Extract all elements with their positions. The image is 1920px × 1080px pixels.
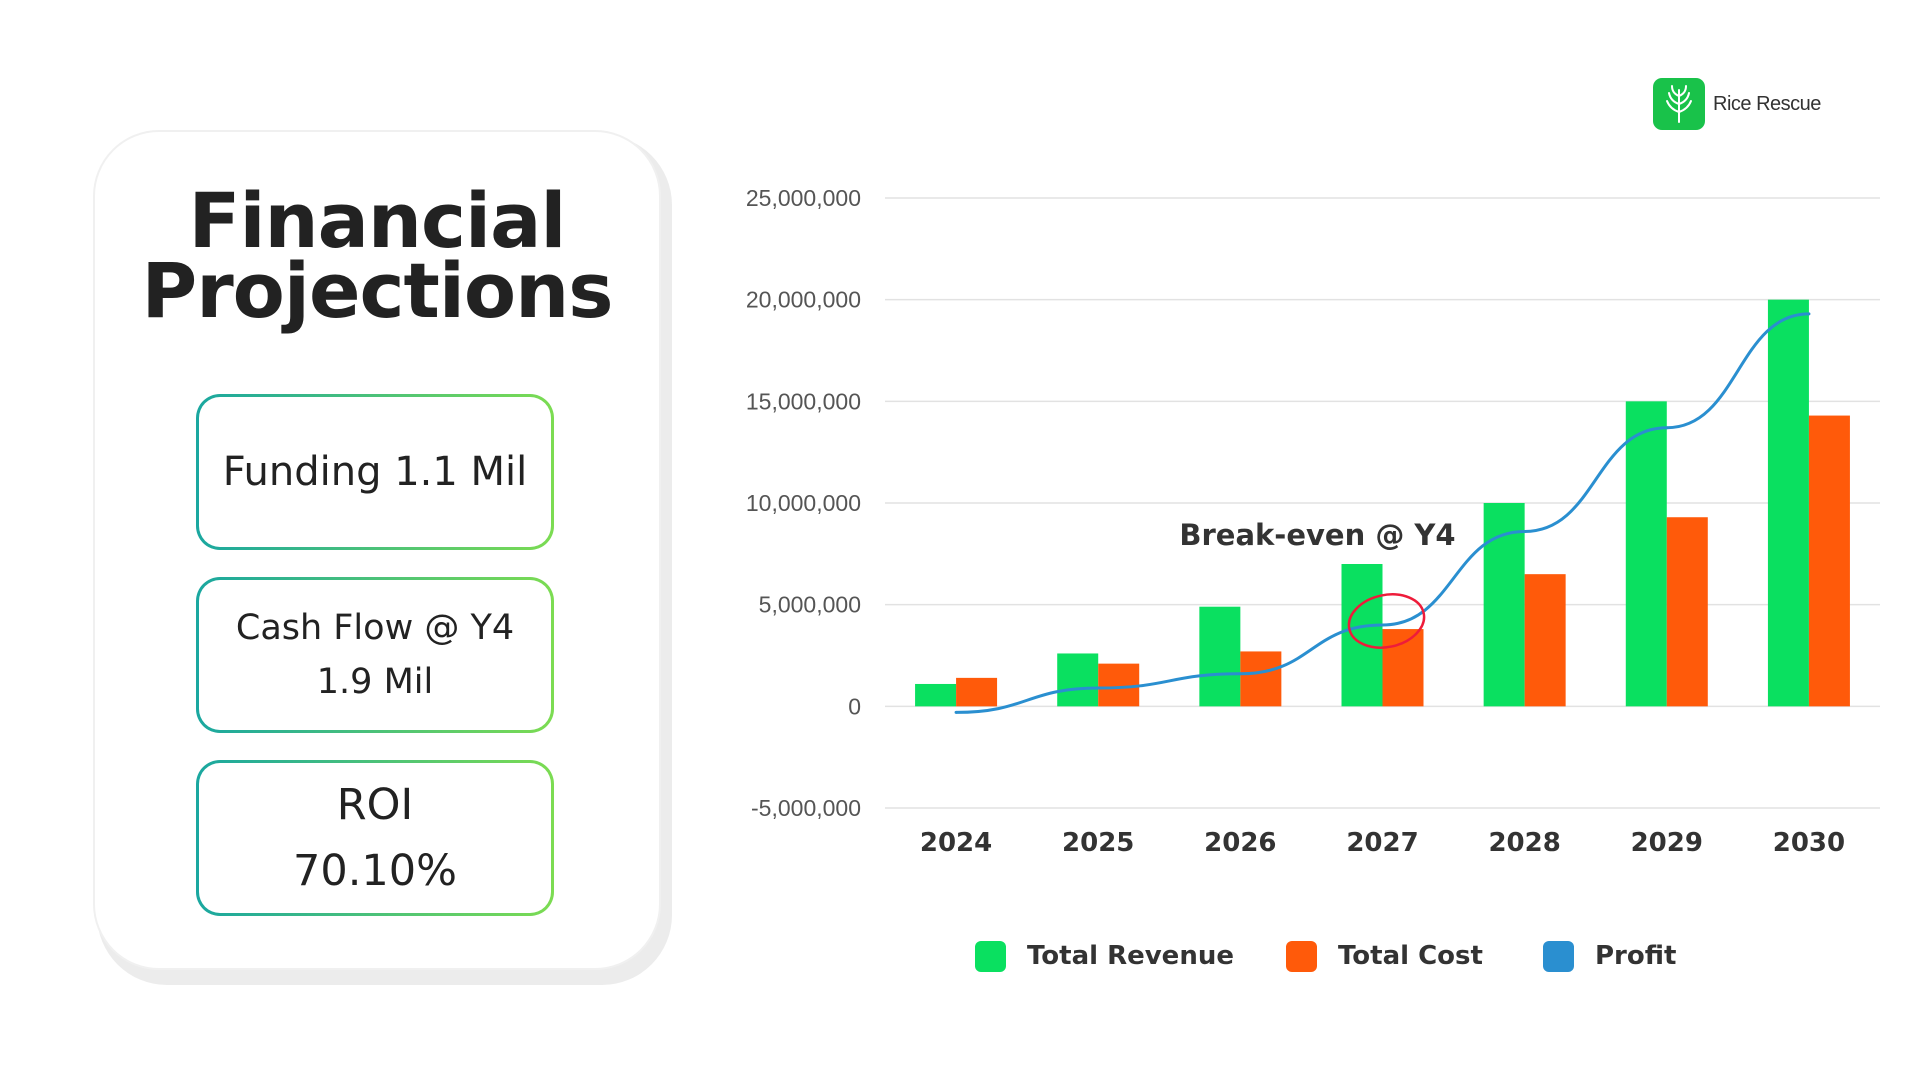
legend-label: Total Cost bbox=[1338, 941, 1483, 971]
title-line-1: Financial bbox=[188, 176, 567, 265]
legend-item-total-cost: Total Cost bbox=[1286, 938, 1483, 974]
bar-total-revenue bbox=[1057, 653, 1099, 707]
bar-total-cost bbox=[956, 677, 998, 707]
brand-logo: Rice Rescue bbox=[1653, 78, 1821, 130]
legend-label: Total Revenue bbox=[1027, 941, 1234, 971]
bar-total-cost bbox=[1382, 629, 1424, 707]
bar-total-revenue bbox=[1199, 606, 1241, 707]
x-tick-label: 2027 bbox=[1346, 828, 1418, 858]
roi-box: ROI 70.10% bbox=[196, 760, 554, 916]
y-tick-label: 10,000,000 bbox=[746, 490, 861, 516]
profit-point bbox=[1807, 312, 1811, 316]
cash-flow-label: Cash Flow @ Y4 bbox=[235, 608, 515, 648]
funding-box: Funding 1.1 Mil bbox=[196, 394, 554, 550]
profit-point bbox=[1238, 672, 1242, 676]
y-tick-label: -5,000,000 bbox=[751, 795, 861, 821]
profit-point bbox=[1096, 686, 1100, 690]
legend-item-total-revenue: Total Revenue bbox=[975, 938, 1234, 974]
legend-swatch bbox=[1286, 940, 1317, 972]
y-tick-label: 20,000,000 bbox=[746, 287, 861, 313]
cash-flow-value: 1.9 Mil bbox=[316, 662, 434, 702]
bar-total-cost bbox=[1666, 517, 1708, 707]
x-tick-label: 2028 bbox=[1488, 828, 1560, 858]
y-tick-label: 25,000,000 bbox=[746, 185, 861, 211]
bar-total-cost bbox=[1240, 651, 1282, 707]
y-tick-label: 15,000,000 bbox=[746, 388, 861, 414]
bar-total-revenue bbox=[1767, 299, 1809, 707]
bar-total-cost bbox=[1098, 663, 1140, 707]
profit-point bbox=[1381, 623, 1384, 627]
break-even-circle bbox=[1347, 593, 1426, 649]
bar-total-revenue bbox=[1483, 503, 1525, 707]
y-tick-label: 5,000,000 bbox=[759, 592, 861, 618]
title-line-2: Projections bbox=[141, 246, 614, 335]
legend-swatch bbox=[975, 940, 1006, 972]
roi-value: 70.10% bbox=[293, 846, 457, 896]
legend-label: Profit bbox=[1595, 941, 1677, 971]
cash-flow-box: Cash Flow @ Y4 1.9 Mil bbox=[196, 577, 554, 733]
x-tick-label: 2026 bbox=[1204, 828, 1276, 858]
legend-swatch bbox=[1543, 940, 1574, 972]
bar-total-revenue bbox=[915, 683, 957, 707]
rice-plant-icon bbox=[1653, 78, 1705, 130]
brand-name: Rice Rescue bbox=[1713, 92, 1821, 115]
bar-total-revenue bbox=[1341, 564, 1383, 707]
profit-point bbox=[954, 710, 958, 714]
funding-text: Funding 1.1 Mil bbox=[222, 449, 528, 495]
bar-total-revenue bbox=[1625, 401, 1667, 707]
legend-item-profit: Profit bbox=[1543, 938, 1676, 974]
page-title: Financial Projections bbox=[93, 176, 661, 335]
break-even-label: Break-even @ Y4 bbox=[1179, 518, 1455, 552]
x-tick-label: 2029 bbox=[1631, 828, 1703, 858]
bar-total-cost bbox=[1808, 415, 1850, 707]
x-tick-label: 2025 bbox=[1062, 828, 1134, 858]
profit-point bbox=[1665, 426, 1669, 430]
x-tick-label: 2024 bbox=[920, 828, 992, 858]
profit-line bbox=[956, 312, 1809, 714]
roi-label: ROI bbox=[336, 780, 414, 830]
x-tick-label: 2030 bbox=[1773, 828, 1845, 858]
y-tick-label: 0 bbox=[848, 693, 861, 719]
bar-total-cost bbox=[1524, 574, 1566, 707]
profit-point bbox=[1523, 529, 1527, 533]
